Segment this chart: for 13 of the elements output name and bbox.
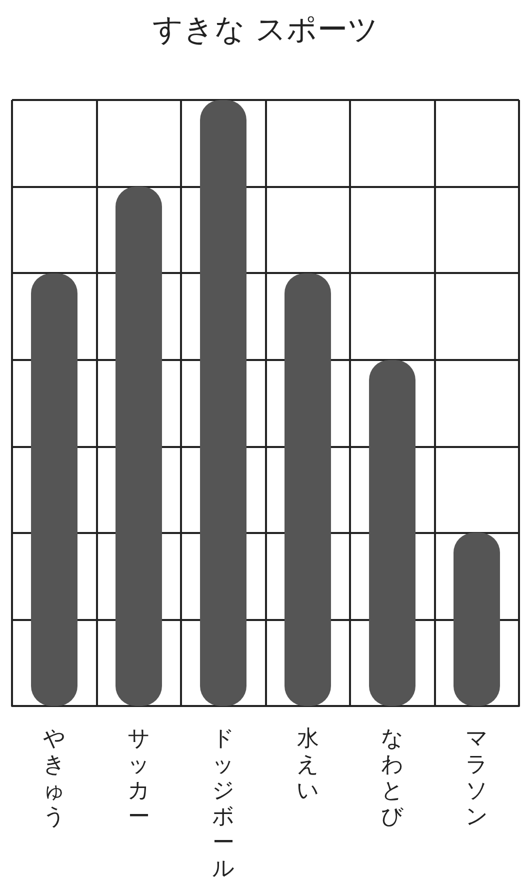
bar: [31, 273, 78, 706]
bar: [454, 532, 500, 706]
x-tick-label: サッカー: [127, 726, 150, 830]
x-tick-label: 水えい: [296, 726, 320, 804]
x-tick-label: なわとび: [380, 726, 404, 830]
bar: [200, 100, 246, 706]
x-tick-label: やきゅう: [42, 726, 66, 830]
bar: [284, 273, 331, 706]
x-tick-label: マラソン: [465, 726, 488, 830]
x-tick-label: ドッジボール: [212, 726, 235, 882]
chart-title: すきな スポーツ: [152, 12, 378, 48]
bar: [369, 360, 416, 706]
bar: [116, 186, 162, 706]
